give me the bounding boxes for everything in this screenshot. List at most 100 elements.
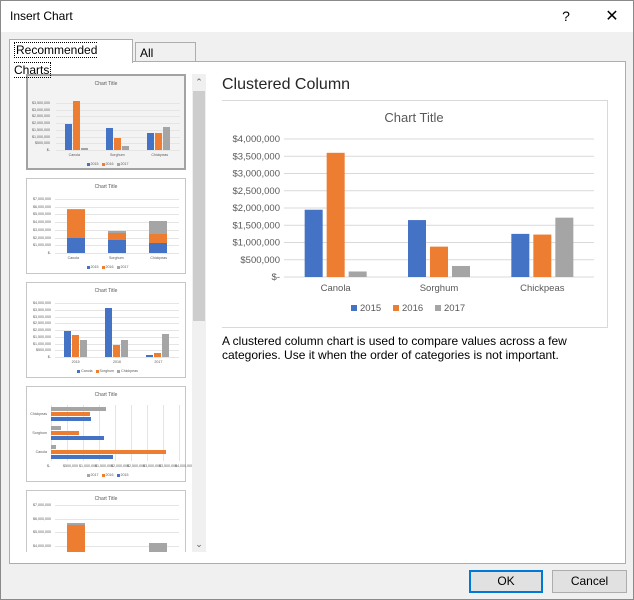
thumb-x-tick: 2015 xyxy=(71,360,80,364)
thumb-title: Chart Title xyxy=(94,184,118,190)
thumb-gridline xyxy=(55,309,179,311)
thumb-stacked-column-alt[interactable]: Chart Title$-$1,000,000$2,000,000$3,000,… xyxy=(26,490,186,552)
thumb-x-tick: Chickpeas xyxy=(151,153,169,157)
thumb-x-tick: Canola xyxy=(68,153,81,157)
thumb-bar xyxy=(64,123,72,150)
thumb-gridline xyxy=(55,206,179,208)
thumbnail-scrollbar[interactable]: ⌃ ⌄ xyxy=(192,74,206,552)
bar-canola-2016 xyxy=(326,152,345,277)
close-icon[interactable]: ✕ xyxy=(605,8,619,25)
thumb-bar xyxy=(149,543,168,552)
tab-recommended-charts[interactable]: Recommended Charts xyxy=(9,39,133,78)
thumb-gridline xyxy=(55,505,179,506)
thumb-legend: 2015 2016 2017 xyxy=(27,265,185,269)
scroll-down-icon[interactable]: ⌄ xyxy=(195,539,203,549)
thumb-bar xyxy=(51,444,57,449)
thumb-stacked-column[interactable]: Chart Title $- $1,000,000 $2,000,000 $3,000,… xyxy=(26,178,186,274)
thumb-x-tick: 2017 xyxy=(154,360,163,364)
help-button[interactable]: ? xyxy=(562,8,570,24)
thumb-legend: 2015 2016 2017 xyxy=(28,162,184,166)
thumb-y-tick: $2,000,000 xyxy=(33,235,51,240)
cancel-button[interactable]: Cancel xyxy=(552,570,627,593)
thumb-y-tick: $- xyxy=(47,355,51,359)
thumb-legend-label: 2015 xyxy=(90,265,99,269)
scrollbar-thumb[interactable] xyxy=(193,91,205,321)
y-tick-label: $1,000,000 xyxy=(232,238,280,249)
thumb-legend-label: 2015 xyxy=(90,162,99,166)
thumb-legend-label: 2016 xyxy=(105,162,114,166)
thumb-y-tick: $5,000,000 xyxy=(33,212,51,217)
thumb-y-tick: $500,000 xyxy=(35,141,50,146)
thumb-y-tick: $6,000,000 xyxy=(33,516,51,521)
thumb-gridline xyxy=(55,253,179,254)
y-tick-label: $3,000,000 xyxy=(232,169,280,180)
thumb-bar xyxy=(155,133,163,150)
thumb-y-tick: $1,000,000 xyxy=(32,134,50,139)
thumb-y-tick: $3,000,000 xyxy=(32,107,50,112)
thumb-x-tick: Chickpeas xyxy=(150,256,168,260)
thumb-gridline xyxy=(56,136,180,138)
thumb-legend-swatch xyxy=(101,473,105,477)
thumb-y-tick: $4,000,000 xyxy=(33,301,51,305)
thumb-x-tick: Sorghum xyxy=(109,256,124,260)
legend-label: 2017 xyxy=(444,303,465,314)
thumb-y-tick: $3,500,000 xyxy=(33,307,51,312)
tab-panel: Chart Title $- $500,000 $1,000,000 $1,500,00… xyxy=(9,61,626,564)
thumb-gridline xyxy=(56,123,180,124)
thumb-clustered-column-transposed[interactable]: Chart Title $- $500,000 $1,000,000 $1,500,00… xyxy=(26,282,186,378)
thumb-title: Chart Title xyxy=(94,81,118,87)
bar-chickpeas-2016 xyxy=(533,234,552,277)
thumb-x-tick: $2,000,000 xyxy=(111,464,129,468)
preview-chart: Chart Title $- $500,000 $1,000,000 $1,500,00… xyxy=(222,100,608,328)
thumb-bar xyxy=(51,449,167,454)
thumb-title: Chart Title xyxy=(94,288,118,294)
thumb-gridline xyxy=(56,129,180,131)
thumb-legend-swatch xyxy=(101,265,105,269)
thumb-legend: 2017 2016 2015 xyxy=(27,473,185,477)
thumb-legend-swatch xyxy=(86,473,90,477)
thumb-x-tick: $4,000,000 xyxy=(175,464,192,468)
thumb-bar xyxy=(63,330,71,357)
thumb-gridline xyxy=(55,357,179,358)
thumb-legend-swatch xyxy=(95,369,99,373)
x-tick-label: Canola xyxy=(321,283,352,294)
thumb-legend-swatch xyxy=(101,162,105,166)
legend-label: 2015 xyxy=(360,303,381,314)
thumb-gridline xyxy=(131,405,132,461)
thumb-bar xyxy=(146,354,154,357)
thumb-gridline xyxy=(56,109,180,111)
thumb-legend-label: Canola xyxy=(81,369,93,373)
thumb-bar xyxy=(66,524,85,552)
thumb-bar xyxy=(66,208,85,211)
thumb-gridline xyxy=(179,405,180,461)
thumb-x-tick: 2016 xyxy=(113,360,121,364)
thumb-bar xyxy=(154,352,162,357)
thumb-clustered-column[interactable]: Chart Title $- $500,000 $1,000,000 $1,500,00… xyxy=(26,74,186,170)
scroll-up-icon[interactable]: ⌃ xyxy=(195,77,203,87)
chart-title: Chart Title xyxy=(384,110,443,125)
bar-sorghum-2015 xyxy=(408,220,426,277)
thumb-clustered-bar[interactable]: Chart Title $- $500,000 $1,000,000 $1,500,00… xyxy=(26,386,192,482)
y-tick-label: $2,500,000 xyxy=(232,186,280,197)
bar-chickpeas-2015 xyxy=(511,233,530,277)
thumb-y-tick: $- xyxy=(46,148,50,152)
thumb-y-tick: Chickpeas xyxy=(30,412,47,417)
thumb-x-tick: $- xyxy=(47,464,51,468)
thumb-bar xyxy=(79,340,87,357)
ok-button[interactable]: OK xyxy=(469,570,543,593)
thumb-bar xyxy=(114,138,121,150)
thumb-y-tick: $2,500,000 xyxy=(33,321,51,326)
thumb-gridline xyxy=(56,102,180,104)
thumb-bar xyxy=(72,101,80,150)
thumb-bar xyxy=(51,417,91,422)
thumb-bar xyxy=(51,431,80,435)
thumb-gridline xyxy=(55,229,179,231)
y-tick-label: $1,500,000 xyxy=(232,220,280,231)
thumb-y-tick: $3,500,000 xyxy=(32,100,50,105)
legend-swatch xyxy=(351,305,357,311)
thumb-gridline xyxy=(163,405,164,461)
thumb-bar xyxy=(66,237,85,253)
thumb-bar xyxy=(66,210,85,238)
thumb-gridline xyxy=(55,343,179,345)
